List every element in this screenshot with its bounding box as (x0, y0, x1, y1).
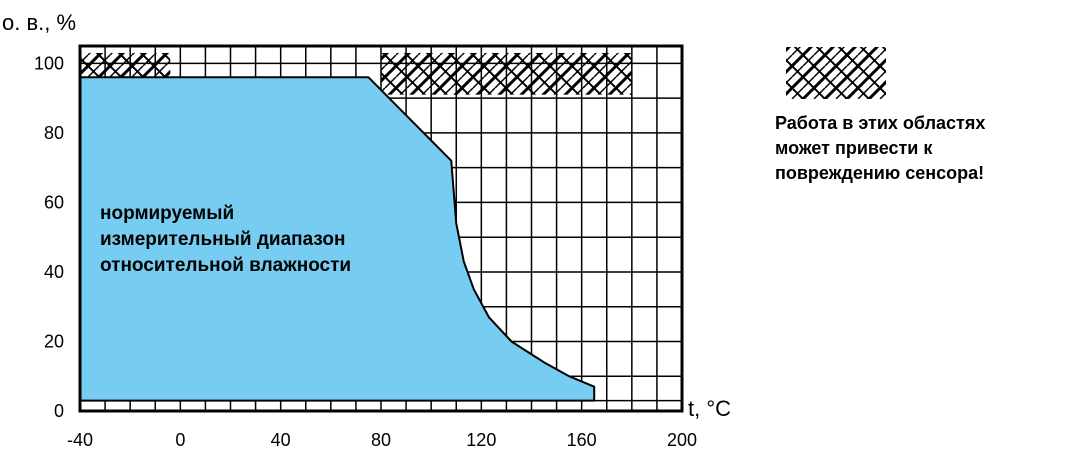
damage-zone-1 (80, 52, 171, 78)
plot-frame (78, 44, 684, 413)
y-tick-label: 80 (44, 123, 64, 143)
legend-line-2: может привести к (775, 138, 933, 158)
area-label-line: нормируемый (100, 203, 234, 224)
x-tick-label: 200 (667, 430, 697, 450)
legend-warning-text: Работа в этих областях может привести к … (775, 111, 1072, 186)
x-tick-label: 80 (371, 430, 391, 450)
x-tick-label: 40 (271, 430, 291, 450)
y-tick-label: 0 (54, 401, 64, 421)
y-tick-label: 40 (44, 262, 64, 282)
legend-line-3: повреждению сенсора! (775, 163, 985, 183)
y-tick-label: 60 (44, 192, 64, 212)
normal-range-area (79, 76, 596, 402)
area-label-line: относительной влажности (100, 255, 351, 276)
legend-swatch (786, 47, 886, 99)
x-tick-label: 120 (466, 430, 496, 450)
x-tick-label: -40 (67, 430, 93, 450)
x-axis-title: t, °C (688, 396, 731, 421)
y-tick-label: 20 (44, 331, 64, 351)
x-tick-label: 0 (175, 430, 185, 450)
legend-line-1: Работа в этих областях (775, 113, 986, 133)
x-tick-label: 160 (567, 430, 597, 450)
area-label-line: измерительный диапазон (100, 229, 345, 250)
y-axis-title: о. в., % (2, 10, 76, 35)
y-tick-label: 100 (34, 53, 64, 73)
